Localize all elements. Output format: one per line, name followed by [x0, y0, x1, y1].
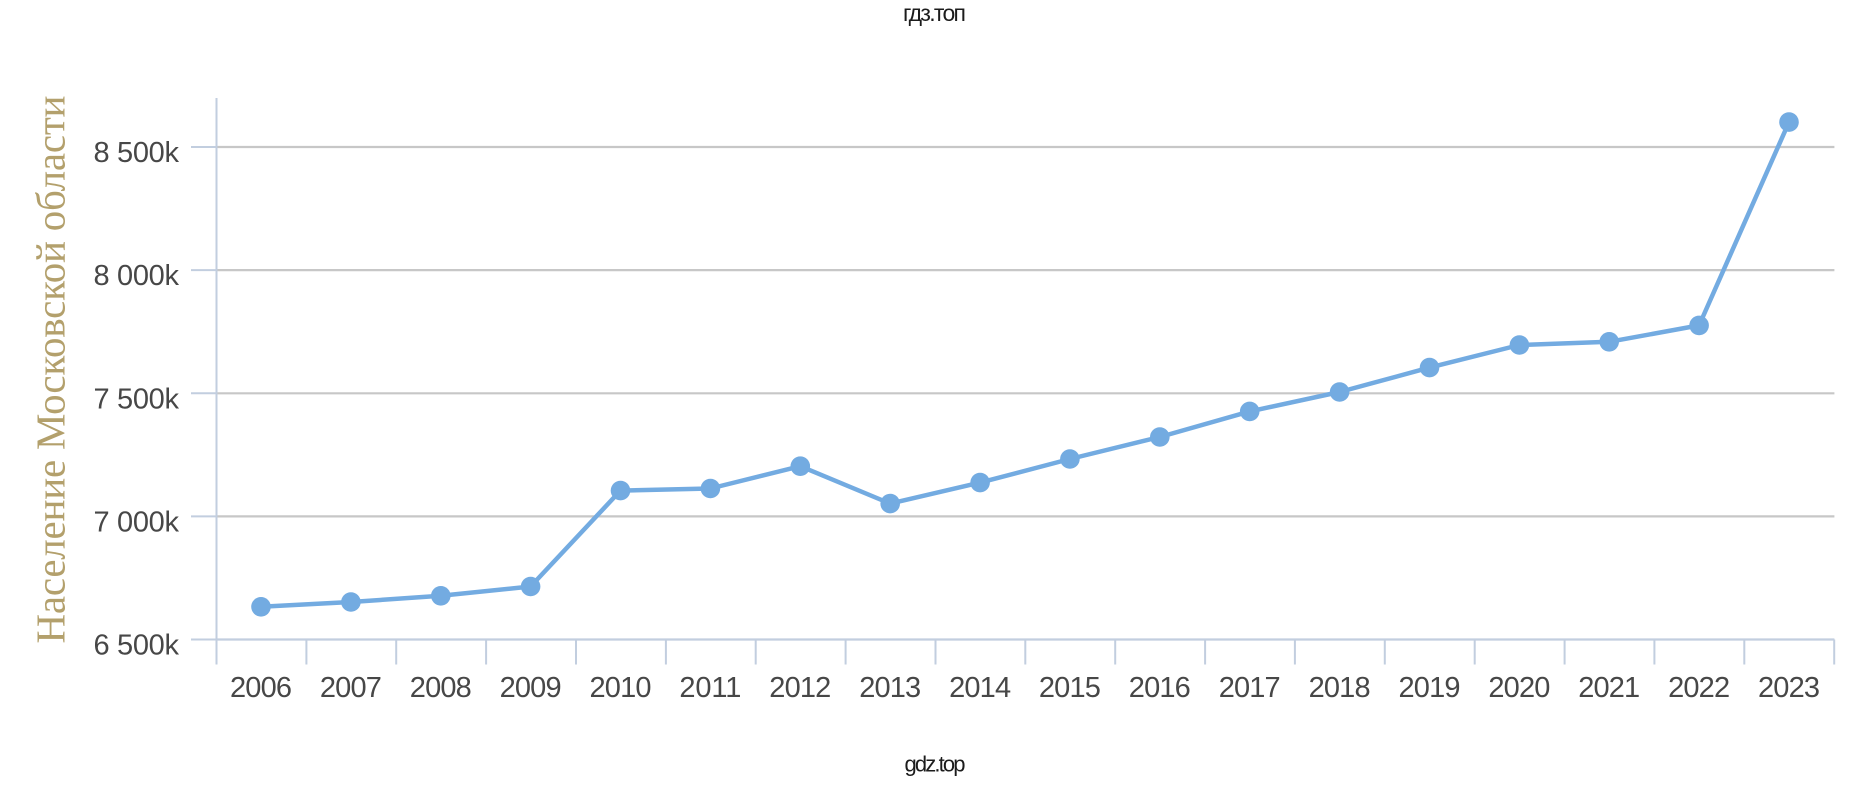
svg-text:гдз.топ: гдз.топ: [903, 0, 966, 26]
svg-text:2023: 2023: [1758, 672, 1820, 704]
svg-text:Население Московской области: Население Московской области: [28, 96, 74, 644]
svg-text:2012: 2012: [769, 672, 831, 704]
svg-text:2013: 2013: [859, 672, 921, 704]
svg-text:2007: 2007: [320, 672, 382, 704]
svg-text:2010: 2010: [590, 672, 652, 704]
svg-text:gdz.top: gdz.top: [905, 752, 966, 777]
svg-text:2015: 2015: [1039, 672, 1101, 704]
svg-text:2016: 2016: [1129, 672, 1191, 704]
svg-text:2011: 2011: [679, 672, 741, 704]
svg-text:7 500k: 7 500k: [94, 383, 180, 415]
svg-text:2009: 2009: [500, 672, 562, 704]
svg-text:2017: 2017: [1219, 672, 1281, 704]
svg-text:6 500k: 6 500k: [94, 630, 180, 662]
svg-text:2020: 2020: [1488, 672, 1550, 704]
svg-text:2008: 2008: [410, 672, 472, 704]
svg-text:8 000k: 8 000k: [94, 260, 180, 292]
svg-text:2019: 2019: [1399, 672, 1461, 704]
svg-text:2021: 2021: [1578, 672, 1640, 704]
svg-text:7 000k: 7 000k: [94, 506, 180, 538]
svg-text:2006: 2006: [230, 672, 292, 704]
svg-text:2022: 2022: [1668, 672, 1730, 704]
svg-text:2018: 2018: [1309, 672, 1371, 704]
svg-text:2014: 2014: [949, 672, 1011, 704]
svg-text:8 500k: 8 500k: [94, 137, 180, 169]
